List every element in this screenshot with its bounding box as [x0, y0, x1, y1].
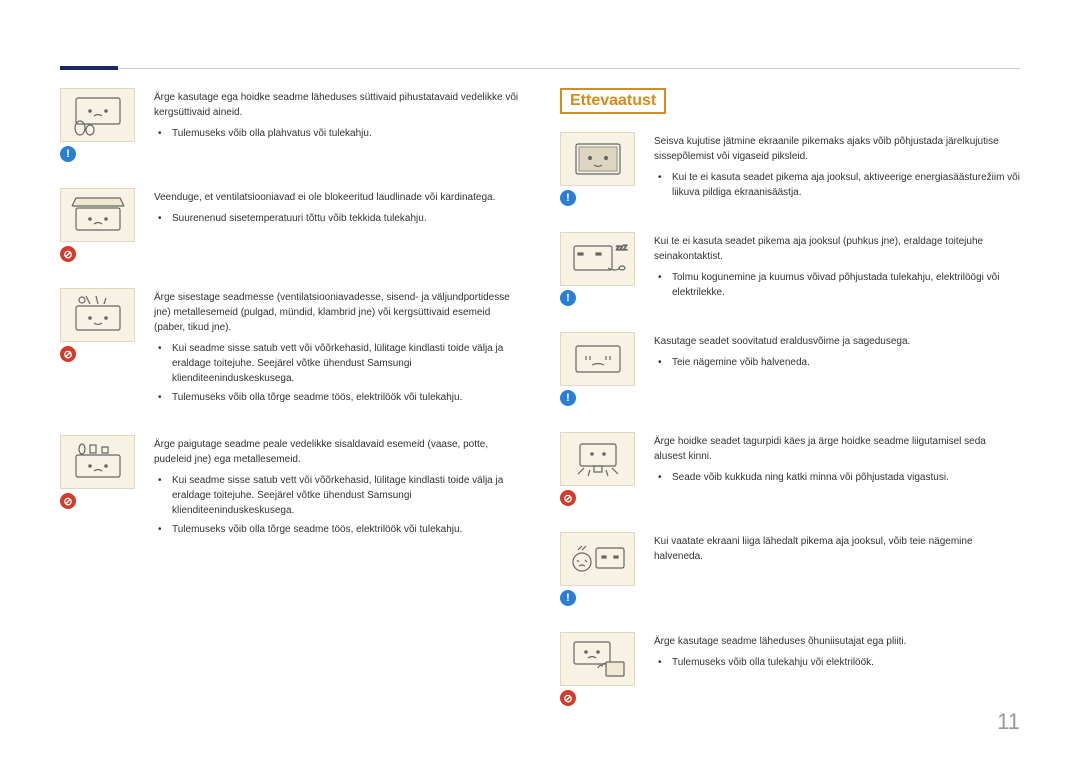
entry-text: Veenduge, et ventilatsiooniavad ei ole b…	[154, 190, 520, 205]
entry-text: Ärge paigutage seadme peale vedelikke si…	[154, 437, 520, 467]
entry: ⊘ Ärge kasutage seadme läheduses õhuniis…	[560, 632, 1020, 706]
prohibit-icon: ⊘	[60, 346, 76, 362]
info-icon: !	[560, 590, 576, 606]
illustration	[60, 88, 135, 142]
info-icon: !	[560, 190, 576, 206]
prohibit-icon: ⊘	[60, 493, 76, 509]
entry: ! Ärge kasutage ega hoidke seadme lähedu…	[60, 88, 520, 162]
info-icon: !	[560, 390, 576, 406]
entry: ! Seisva kujutise jätmine ekraanile pike…	[560, 132, 1020, 206]
illustration	[560, 532, 635, 586]
illustration	[60, 288, 135, 342]
entry: ⊘ Veenduge, et ventilatsiooniavad ei ole…	[60, 188, 520, 262]
bullet: Tulemuseks võib olla tõrge seadme töös, …	[172, 522, 520, 537]
right-column: Ettevaatust ! Seisva kujutise jätmine ek…	[560, 88, 1020, 732]
info-icon: !	[60, 146, 76, 162]
entry: ! Kui vaatate ekraani liiga lähedalt pik…	[560, 532, 1020, 606]
page-content: ! Ärge kasutage ega hoidke seadme lähedu…	[0, 0, 1080, 772]
entry-text: Seisva kujutise jätmine ekraanile pikema…	[654, 134, 1020, 164]
svg-text:zzZ: zzZ	[616, 245, 628, 252]
bullet: Tulemuseks võib olla plahvatus või tulek…	[172, 126, 520, 141]
entry: ⊘ Ärge hoidke seadet tagurpidi käes ja ä…	[560, 432, 1020, 506]
entry-text: Kui vaatate ekraani liiga lähedalt pikem…	[654, 534, 1020, 564]
illustration	[560, 132, 635, 186]
illustration: zzZ	[560, 232, 635, 286]
entry-text: Ärge sisestage seadmesse (ventilatsiooni…	[154, 290, 520, 335]
header-accent	[60, 66, 118, 70]
entry: ! Kasutage seadet soovitatud eraldusvõim…	[560, 332, 1020, 406]
illustration	[60, 435, 135, 489]
bullet: Suurenenud sisetemperatuuri tõttu võib t…	[172, 211, 520, 226]
info-icon: !	[560, 290, 576, 306]
bullet: Kui seadme sisse satub vett või võõrkeha…	[172, 473, 520, 518]
entry-text: Kasutage seadet soovitatud eraldusvõime …	[654, 334, 1020, 349]
page-number: 11	[997, 709, 1020, 735]
left-column: ! Ärge kasutage ega hoidke seadme lähedu…	[60, 88, 520, 732]
prohibit-icon: ⊘	[560, 690, 576, 706]
entry-text: Ärge kasutage seadme läheduses õhuniisut…	[654, 634, 1020, 649]
bullet: Tulemuseks võib olla tõrge seadme töös, …	[172, 390, 520, 405]
bullet: Kui te ei kasuta seadet pikema aja jooks…	[672, 170, 1020, 200]
illustration	[560, 332, 635, 386]
prohibit-icon: ⊘	[60, 246, 76, 262]
entry: ⊘ Ärge sisestage seadmesse (ventilatsioo…	[60, 288, 520, 409]
bullet: Kui seadme sisse satub vett või võõrkeha…	[172, 341, 520, 386]
bullet: Tolmu kogunemine ja kuumus võivad põhjus…	[672, 270, 1020, 300]
header-rule	[60, 68, 1020, 69]
prohibit-icon: ⊘	[560, 490, 576, 506]
illustration	[560, 432, 635, 486]
bullet: Teie nägemine võib halveneda.	[672, 355, 1020, 370]
bullet: Tulemuseks võib olla tulekahju või elekt…	[672, 655, 1020, 670]
illustration	[60, 188, 135, 242]
bullet: Seade võib kukkuda ning katki minna või …	[672, 470, 1020, 485]
illustration	[560, 632, 635, 686]
entry: zzZ ! Kui te ei kasuta seadet pikema aja…	[560, 232, 1020, 306]
entry-text: Ärge hoidke seadet tagurpidi käes ja ärg…	[654, 434, 1020, 464]
entry: ⊘ Ärge paigutage seadme peale vedelikke …	[60, 435, 520, 541]
entry-text: Ärge kasutage ega hoidke seadme läheduse…	[154, 90, 520, 120]
entry-text: Kui te ei kasuta seadet pikema aja jooks…	[654, 234, 1020, 264]
caution-heading: Ettevaatust	[560, 88, 666, 114]
